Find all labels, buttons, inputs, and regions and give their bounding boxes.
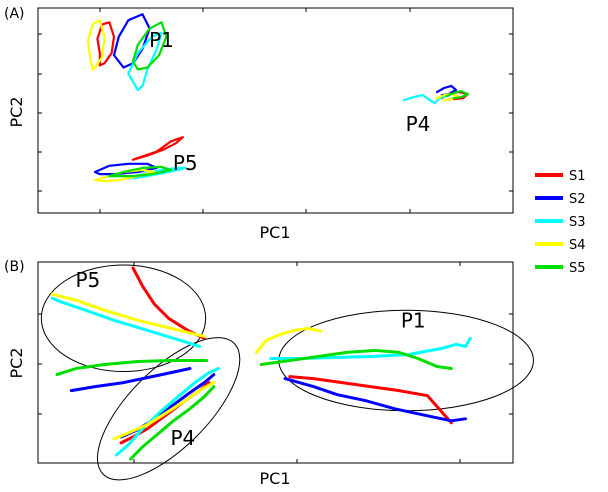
series-s5-p5 <box>108 165 173 178</box>
series-s5-p4 <box>129 385 216 461</box>
legend-label-s1: S1 <box>569 169 586 184</box>
series-s5-p1 <box>259 348 453 370</box>
series-s5-p1 <box>131 21 168 71</box>
series-s3-p5 <box>50 296 201 348</box>
panel-b: (B) P5 P1 P4 PC1 PC2 <box>4 259 534 488</box>
series-s3-p1 <box>127 31 163 92</box>
series-s2-p1 <box>112 13 151 69</box>
panel-b-frame <box>37 261 514 464</box>
annotation-p1: P1 <box>149 28 174 52</box>
panel-a-annotations: P1 P5 P4 <box>149 28 430 175</box>
annotation-p4: P4 <box>406 112 431 136</box>
panel-a-frame <box>37 7 514 214</box>
series-s2-p1 <box>283 377 467 423</box>
panel-b-label: (B) <box>4 259 25 275</box>
series-s4-p5 <box>50 292 206 338</box>
series-s1-p5 <box>131 136 184 161</box>
series-s3-p1 <box>269 336 472 360</box>
panel-a-ylabel: PC2 <box>7 97 26 128</box>
panel-a-label: (A) <box>4 6 25 22</box>
panel-a: (A) P1 P5 P4 PC1 PC2 <box>4 6 514 242</box>
panel-b-ylabel: PC2 <box>7 348 26 379</box>
panel-a-ticks <box>38 8 513 213</box>
legend-label-s2: S2 <box>569 192 586 207</box>
series-s4-p1 <box>86 19 106 71</box>
series-s5-p4 <box>445 89 469 100</box>
legend-label-s3: S3 <box>569 215 586 230</box>
annotation-p4: P4 <box>170 426 195 450</box>
legend: S1 S2 S3 S4 S5 <box>535 169 586 276</box>
series-s4-p1 <box>255 326 323 354</box>
panel-a-xlabel: PC1 <box>260 223 291 242</box>
annotation-p1: P1 <box>401 308 426 332</box>
series-s4-p4 <box>435 92 460 102</box>
series-s1-p1 <box>96 21 116 67</box>
panel-b-series <box>50 266 472 461</box>
panel-b-annotations: P5 P1 P4 <box>75 268 425 450</box>
series-s3-p4 <box>114 367 220 457</box>
annotation-p5: P5 <box>173 151 198 175</box>
series-s1-p1 <box>288 375 453 425</box>
series-s4-p4 <box>112 381 216 441</box>
legend-label-s4: S4 <box>569 238 586 253</box>
panel-a-series <box>86 13 469 183</box>
cluster-ellipse-p5 <box>40 264 207 373</box>
legend-label-s5: S5 <box>569 261 586 276</box>
series-s5-p5 <box>55 359 209 377</box>
series-s2-p5 <box>69 367 192 393</box>
panel-b-xlabel: PC1 <box>260 469 291 488</box>
annotation-p5: P5 <box>75 268 100 292</box>
cluster-ellipse-p4 <box>96 337 241 481</box>
